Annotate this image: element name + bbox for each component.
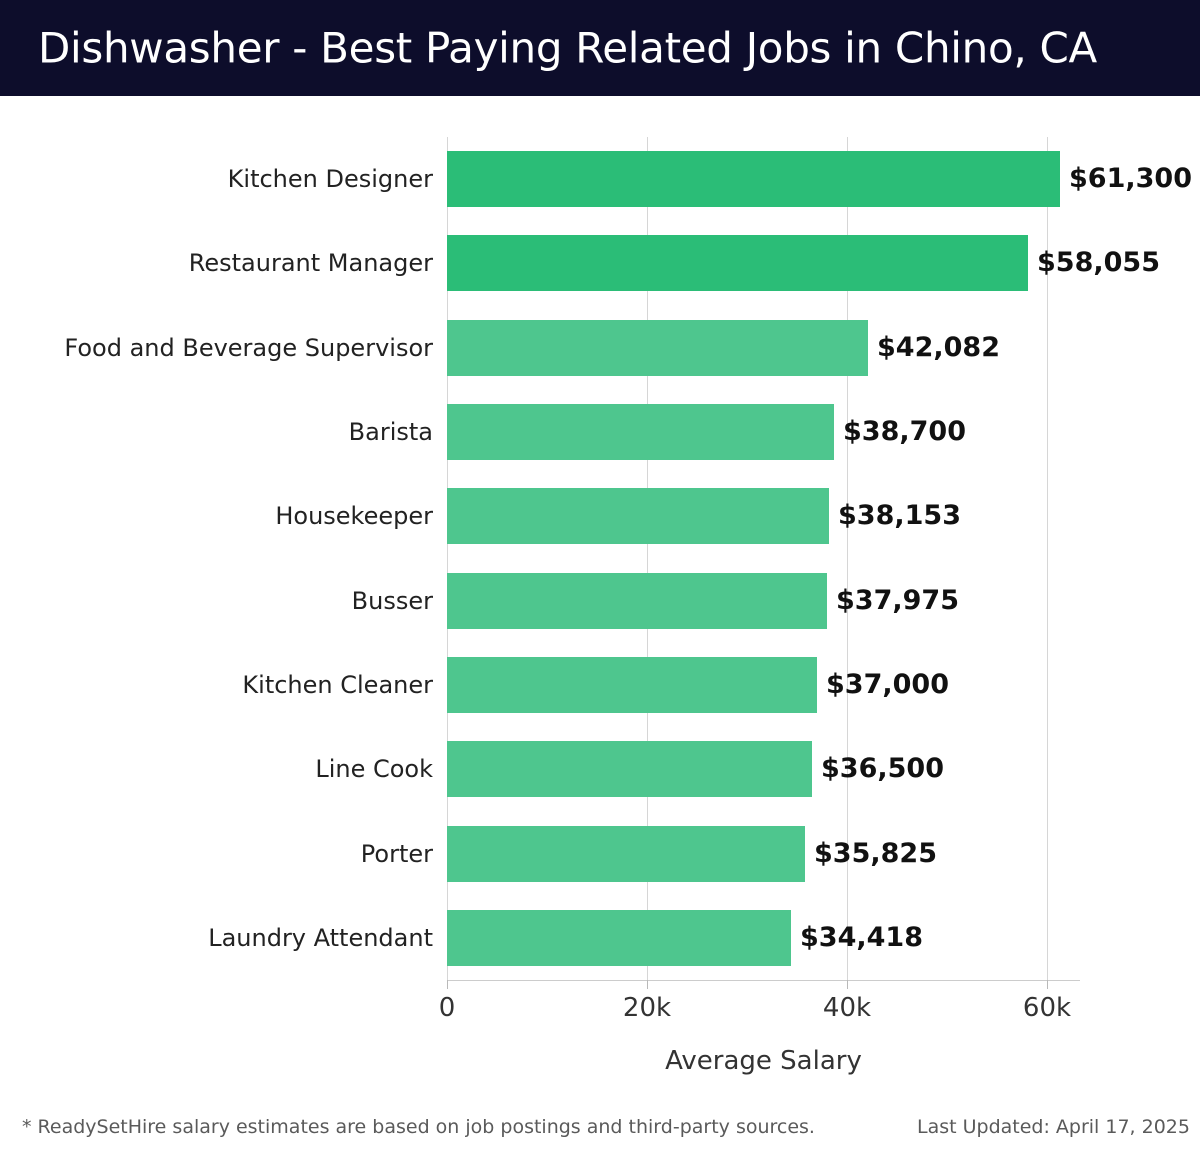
footer-disclaimer: * ReadySetHire salary estimates are base… [22, 1116, 815, 1138]
bar[interactable] [447, 235, 1028, 291]
bar-category-label: Porter [360, 840, 433, 868]
bar-value-label: $36,500 [821, 753, 944, 784]
bar-row[interactable]: Restaurant Manager $58,055 [0, 235, 1200, 291]
bar[interactable] [447, 320, 868, 376]
page-title: Dishwasher - Best Paying Related Jobs in… [38, 23, 1097, 73]
bar-value-label: $38,700 [843, 416, 966, 447]
x-axis-tick [647, 980, 648, 989]
chart-canvas: Kitchen Designer $61,300 Restaurant Manage… [0, 96, 1200, 1096]
bar-category-label: Busser [351, 587, 433, 615]
x-axis-tick-label: 40k [822, 993, 872, 1023]
bar-value-label: $42,082 [877, 332, 1000, 363]
bar[interactable] [447, 151, 1060, 207]
bar-value-label: $58,055 [1037, 247, 1160, 278]
x-axis-tick-label: 0 [438, 993, 456, 1023]
x-axis-tick [847, 980, 848, 989]
bar-category-label: Kitchen Cleaner [242, 671, 433, 699]
bar-category-label: Restaurant Manager [188, 249, 433, 277]
bar-row[interactable]: Porter $35,825 [0, 826, 1200, 882]
bar-category-label: Laundry Attendant [208, 924, 433, 952]
bar-row[interactable]: Busser $37,975 [0, 573, 1200, 629]
footer-last-updated: Last Updated: April 17, 2025 [916, 1116, 1190, 1138]
bar[interactable] [447, 741, 812, 797]
plot-region [447, 137, 1080, 980]
bar-row[interactable]: Housekeeper $38,153 [0, 488, 1200, 544]
bar-category-label: Barista [348, 418, 433, 446]
x-axis-line [447, 980, 1080, 981]
bar-value-label: $61,300 [1069, 163, 1192, 194]
gridline-vertical [847, 137, 848, 980]
bar[interactable] [447, 573, 827, 629]
bar-row[interactable]: Barista $38,700 [0, 404, 1200, 460]
bar-value-label: $34,418 [800, 922, 923, 953]
bar[interactable] [447, 910, 791, 966]
x-axis-title: Average Salary [665, 1046, 862, 1076]
gridline-vertical [447, 137, 448, 980]
bar-value-label: $38,153 [838, 500, 961, 531]
bar-row[interactable]: Laundry Attendant $34,418 [0, 910, 1200, 966]
chart-header-bar: Dishwasher - Best Paying Related Jobs in… [0, 0, 1200, 96]
chart-footer: * ReadySetHire salary estimates are base… [0, 1096, 1200, 1158]
bar-category-label: Food and Beverage Supervisor [64, 334, 433, 362]
bar-value-label: $37,000 [826, 669, 949, 700]
bar-category-label: Kitchen Designer [227, 165, 433, 193]
bar[interactable] [447, 826, 805, 882]
bar-category-label: Line Cook [315, 755, 433, 783]
x-axis-tick [447, 980, 448, 989]
bar-row[interactable]: Food and Beverage Supervisor $42,082 [0, 320, 1200, 376]
bar[interactable] [447, 488, 829, 544]
bar-category-label: Housekeeper [275, 502, 433, 530]
gridline-vertical [1047, 137, 1048, 980]
bar-value-label: $35,825 [814, 838, 937, 869]
bar-value-label: $37,975 [836, 585, 959, 616]
bar[interactable] [447, 404, 834, 460]
x-axis-tick [1047, 980, 1048, 989]
gridline-vertical [647, 137, 648, 980]
x-axis-tick-label: 20k [622, 993, 672, 1023]
bar[interactable] [447, 657, 817, 713]
bar-row[interactable]: Kitchen Cleaner $37,000 [0, 657, 1200, 713]
bar-row[interactable]: Line Cook $36,500 [0, 741, 1200, 797]
bar-row[interactable]: Kitchen Designer $61,300 [0, 151, 1200, 207]
x-axis-tick-label: 60k [1022, 993, 1072, 1023]
